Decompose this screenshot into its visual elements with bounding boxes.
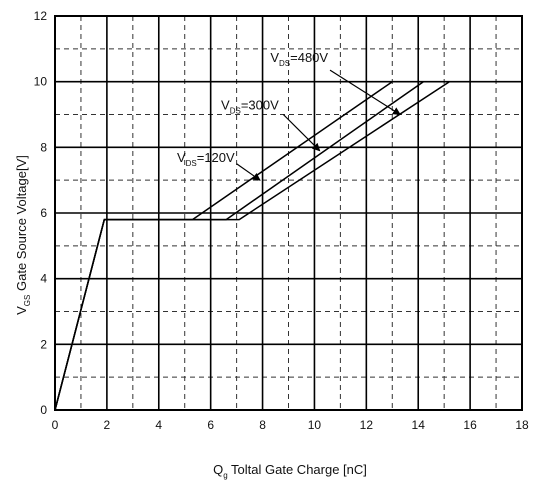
chart-curves xyxy=(54,81,450,411)
x-tick-label: 18 xyxy=(515,418,529,432)
x-axis-label: Qg Toltal Gate Charge [nC] xyxy=(213,462,367,480)
y-axis-label-sub: GS xyxy=(23,295,32,307)
series-arrow-1 xyxy=(236,163,261,181)
y-axis-label-rest: Gate Source Voltage[V] xyxy=(14,155,29,294)
y-tick-label: 12 xyxy=(34,9,48,23)
series-label-3: VDS=480V xyxy=(270,50,328,68)
x-tick-label: 6 xyxy=(207,418,214,432)
series-label-main: V xyxy=(221,98,230,113)
series-label-main: V xyxy=(177,150,186,165)
x-tick-label: 10 xyxy=(308,418,322,432)
x-tick-label: 2 xyxy=(104,418,111,432)
series-label-1: VDS=120V xyxy=(177,150,235,168)
y-tick-label: 4 xyxy=(40,272,47,286)
chart-grid xyxy=(55,16,522,410)
series-line-1 xyxy=(54,81,393,411)
y-tick-label: 6 xyxy=(40,206,47,220)
x-tick-label: 0 xyxy=(52,418,59,432)
series-label-sub: DS xyxy=(186,159,197,168)
series-label-2: VDS=300V xyxy=(221,98,279,116)
x-axis-label-sub: g xyxy=(223,471,227,480)
y-tick-label: 10 xyxy=(34,75,48,89)
x-tick-label: 16 xyxy=(463,418,477,432)
series-label-rest: =300V xyxy=(241,98,279,113)
x-tick-label: 4 xyxy=(155,418,162,432)
series-label-rest: =120V xyxy=(197,150,235,165)
y-tick-label: 0 xyxy=(40,403,47,417)
y-axis-label-main: V xyxy=(14,306,29,315)
series-arrow-3 xyxy=(329,69,401,116)
x-axis-label-main: Q xyxy=(213,462,223,477)
x-tick-label: 12 xyxy=(360,418,374,432)
chart-annotation-arrows xyxy=(236,69,401,181)
plot-frame xyxy=(54,15,523,411)
y-tick-label: 2 xyxy=(40,337,47,351)
series-arrow-2 xyxy=(282,114,321,152)
y-tick-labels: 0 2 4 6 8 10 12 xyxy=(34,9,48,417)
x-tick-labels: 0 2 4 6 8 10 12 14 16 18 xyxy=(52,418,529,432)
series-label-sub: DS xyxy=(230,107,241,116)
series-line-3 xyxy=(54,81,450,411)
series-label-sub: DS xyxy=(279,59,290,68)
series-label-rest: =480V xyxy=(290,50,328,65)
x-tick-label: 8 xyxy=(259,418,266,432)
x-axis-label-rest: Toltal Gate Charge [nC] xyxy=(228,462,367,477)
series-label-main: V xyxy=(270,50,279,65)
y-tick-label: 8 xyxy=(40,140,47,154)
y-axis-label: VGS Gate Source Voltage[V] xyxy=(14,155,32,315)
x-tick-label: 14 xyxy=(412,418,426,432)
